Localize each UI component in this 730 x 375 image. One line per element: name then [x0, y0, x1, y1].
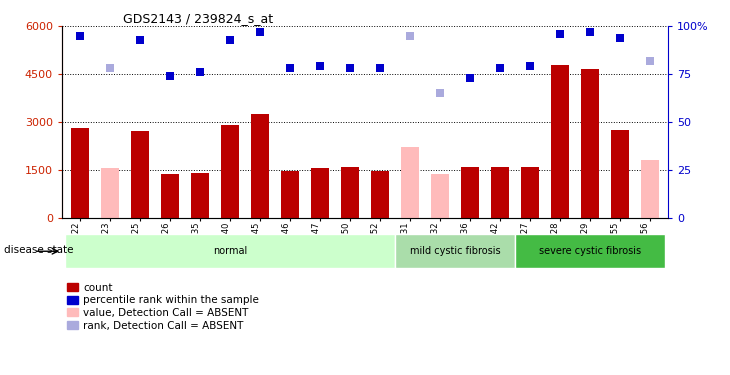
Point — [524, 63, 536, 69]
Legend: count, percentile rank within the sample, value, Detection Call = ABSENT, rank, : count, percentile rank within the sample… — [67, 283, 258, 330]
Point — [464, 75, 476, 81]
Bar — [191, 173, 209, 217]
Bar — [491, 166, 509, 218]
Bar — [311, 168, 329, 217]
Point — [644, 58, 656, 64]
Point — [314, 63, 326, 69]
Bar — [611, 130, 629, 218]
Bar — [101, 168, 119, 217]
Point — [194, 69, 206, 75]
Point — [344, 65, 356, 71]
Bar — [221, 125, 239, 218]
Bar — [131, 132, 149, 218]
Bar — [581, 69, 599, 218]
Point — [284, 65, 296, 71]
Bar — [431, 174, 449, 217]
Bar — [371, 171, 389, 217]
Point — [434, 90, 446, 96]
Bar — [521, 166, 539, 218]
Point — [584, 29, 596, 35]
Bar — [515, 234, 665, 268]
Bar — [281, 171, 299, 217]
Point — [614, 35, 626, 41]
Point — [104, 65, 116, 71]
Text: mild cystic fibrosis: mild cystic fibrosis — [410, 246, 500, 256]
Bar — [161, 174, 179, 217]
Text: severe cystic fibrosis: severe cystic fibrosis — [539, 246, 641, 256]
Bar — [65, 234, 395, 268]
Bar — [71, 128, 89, 217]
Bar — [401, 147, 419, 218]
Bar — [251, 114, 269, 218]
Bar — [461, 166, 479, 218]
Bar — [341, 166, 359, 218]
Point — [224, 37, 236, 43]
Point — [74, 33, 86, 39]
Text: GDS2143 / 239824_s_at: GDS2143 / 239824_s_at — [123, 12, 273, 25]
Point — [134, 37, 146, 43]
Point — [494, 65, 506, 71]
Bar — [641, 160, 659, 218]
Point — [554, 31, 566, 37]
Point — [164, 73, 176, 79]
Bar — [551, 64, 569, 218]
Point — [404, 33, 416, 39]
Text: disease state: disease state — [4, 244, 73, 255]
Text: normal: normal — [213, 246, 247, 256]
Bar — [395, 234, 515, 268]
Point — [254, 29, 266, 35]
Point — [374, 65, 386, 71]
